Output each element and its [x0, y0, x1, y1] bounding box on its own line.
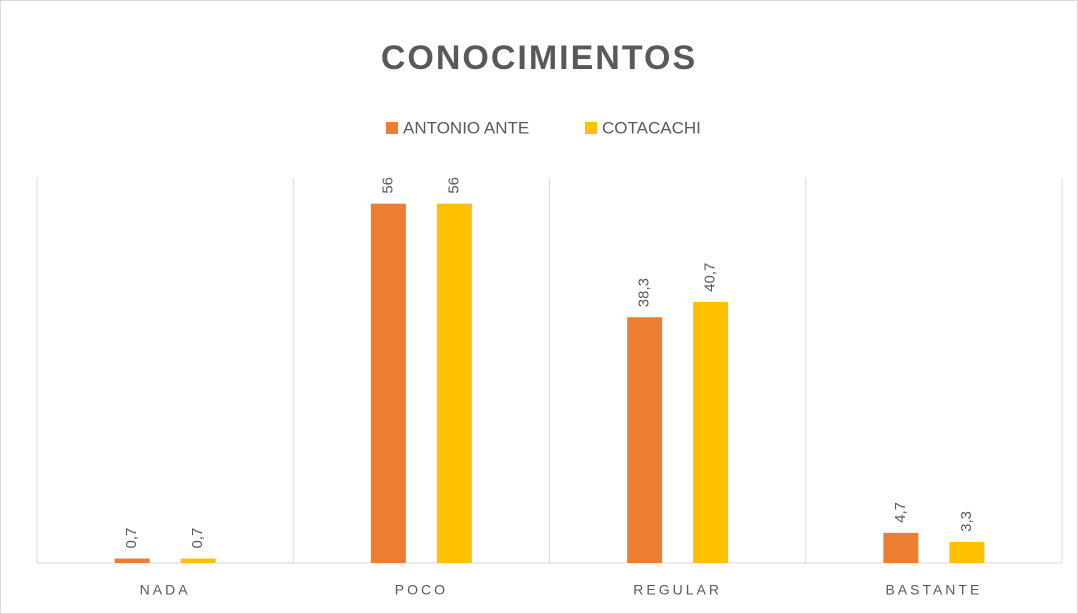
- legend-swatch: [585, 122, 597, 134]
- data-label: 3,3: [958, 511, 975, 532]
- bar: [627, 317, 663, 563]
- bar: [693, 301, 729, 563]
- data-label: 40,7: [702, 263, 719, 292]
- legend-swatch: [386, 122, 398, 134]
- bar: [883, 532, 919, 563]
- data-label: 56: [445, 177, 462, 194]
- bar: [436, 203, 472, 563]
- x-tick-label: POCO: [395, 582, 448, 598]
- x-tick-label: REGULAR: [633, 582, 722, 598]
- data-label: 56: [379, 177, 396, 194]
- bar: [114, 558, 150, 563]
- bar: [949, 541, 985, 563]
- chart-title: CONOCIMIENTOS: [381, 39, 697, 77]
- data-label: 38,3: [636, 278, 653, 307]
- bar: [370, 203, 406, 563]
- data-label: 0,7: [123, 528, 140, 549]
- x-tick-label: BASTANTE: [885, 582, 982, 598]
- legend-label: ANTONIO ANTE: [403, 118, 529, 137]
- x-tick-label: NADA: [140, 582, 191, 598]
- bar: [180, 558, 216, 563]
- legend-label: COTACACHI: [602, 118, 701, 137]
- data-label: 0,7: [189, 528, 206, 549]
- data-label: 4,7: [892, 502, 909, 523]
